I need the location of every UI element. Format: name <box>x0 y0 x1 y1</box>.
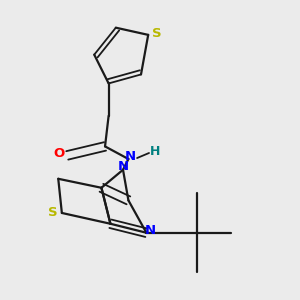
Text: S: S <box>48 206 57 219</box>
Text: N: N <box>118 160 129 173</box>
Text: N: N <box>125 150 136 163</box>
Text: H: H <box>149 145 160 158</box>
Text: O: O <box>54 147 65 160</box>
Text: S: S <box>152 27 162 40</box>
Text: N: N <box>144 224 156 237</box>
